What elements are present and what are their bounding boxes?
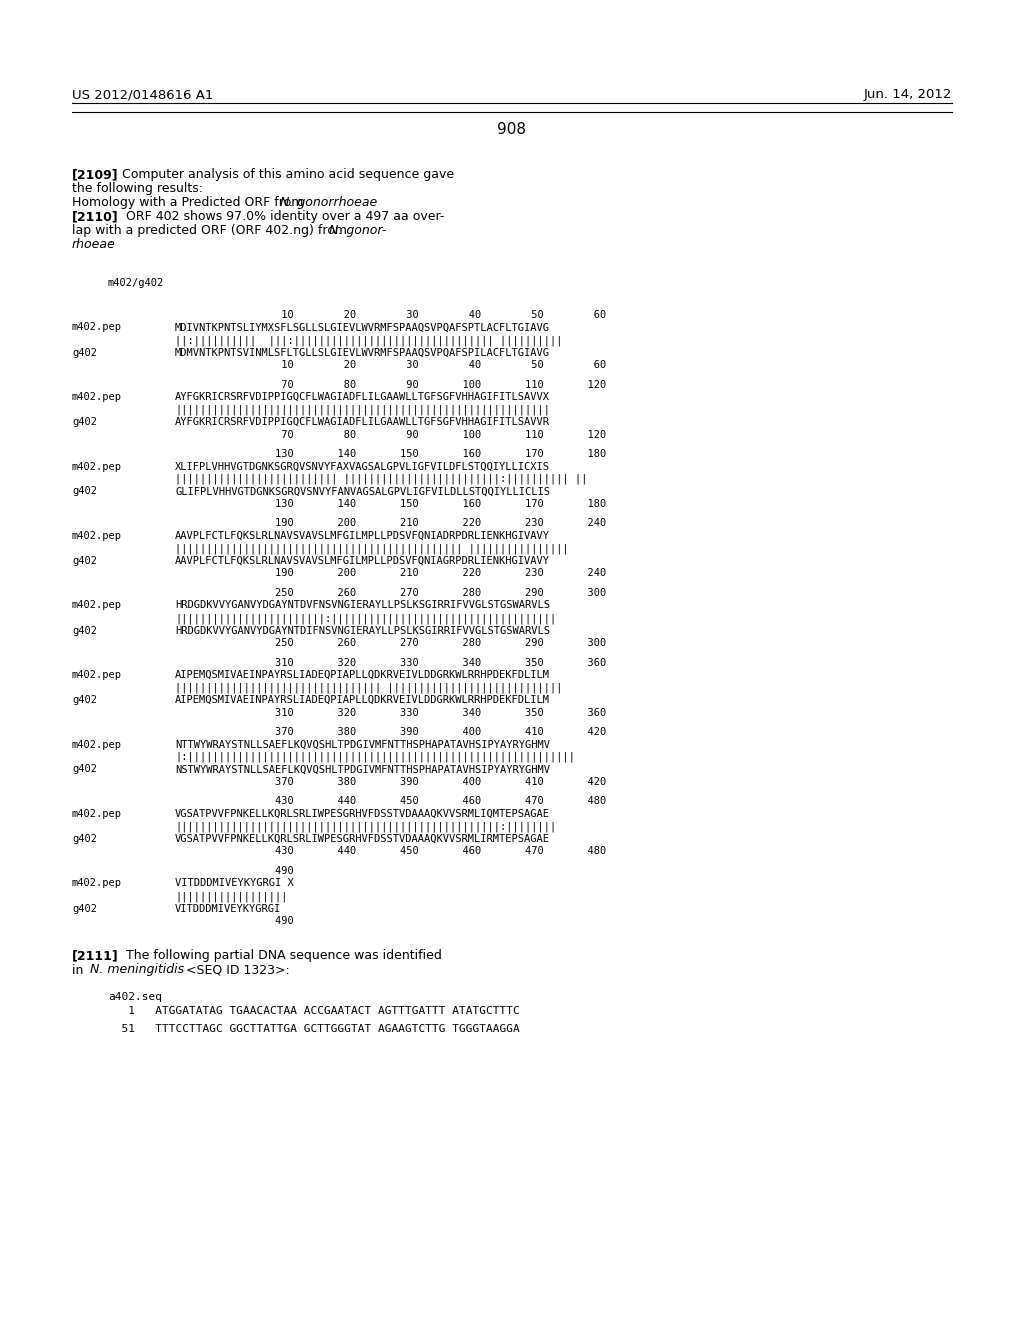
- Text: |||||||||||||||||||||||||| |||||||||||||||||||||||||:|||||||||| ||: |||||||||||||||||||||||||| |||||||||||||…: [175, 474, 588, 484]
- Text: ORF 402 shows 97.0% identity over a 497 aa over-: ORF 402 shows 97.0% identity over a 497 …: [114, 210, 444, 223]
- Text: XLIFPLVHHVGTDGNKSGRQVSNVYFAXVAGSALGPVLIGFVILDFLSTQQIYLLICXIS: XLIFPLVHHVGTDGNKSGRQVSNVYFAXVAGSALGPVLIG…: [175, 462, 550, 471]
- Text: NTTWYWRAYSTNLLSAEFLKQVQSHLTPDGIVMFNTTHSPHAPATAVHSIPYAYRYGHMV: NTTWYWRAYSTNLLSAEFLKQVQSHLTPDGIVMFNTTHSP…: [175, 739, 550, 750]
- Text: 370       380       390       400       410       420: 370 380 390 400 410 420: [225, 777, 606, 787]
- Text: g402: g402: [72, 626, 97, 635]
- Text: 1   ATGGATATAG TGAACACTAA ACCGAATACT AGTTTGATTT ATATGCTTTC: 1 ATGGATATAG TGAACACTAA ACCGAATACT AGTTT…: [108, 1006, 520, 1015]
- Text: ||||||||||||||||||||||||:||||||||||||||||||||||||||||||||||||: ||||||||||||||||||||||||:|||||||||||||||…: [175, 612, 556, 623]
- Text: Jun. 14, 2012: Jun. 14, 2012: [863, 88, 952, 102]
- Text: g402: g402: [72, 696, 97, 705]
- Text: MDIVNTKPNTSLIYMXSFLSGLLSLGIEVLWVRMFSPAAQSVPQAFSPTLACFLTGIAVG: MDIVNTKPNTSLIYMXSFLSGLLSLGIEVLWVRMFSPAAQ…: [175, 322, 550, 333]
- Text: 250       260       270       280       290       300: 250 260 270 280 290 300: [225, 638, 606, 648]
- Text: Homology with a Predicted ORF from: Homology with a Predicted ORF from: [72, 195, 307, 209]
- Text: AYFGKRICRSRFVDIPPIGQCFLWAGIADFLILGAAWLLTGFSGFVHHAGIFITLSAVVR: AYFGKRICRSRFVDIPPIGQCFLWAGIADFLILGAAWLLT…: [175, 417, 550, 426]
- Text: g402: g402: [72, 834, 97, 843]
- Text: [2110]: [2110]: [72, 210, 119, 223]
- Text: 51   TTTCCTTAGC GGCTTATTGA GCTTGGGTAT AGAAGTCTTG TGGGTAAGGA: 51 TTTCCTTAGC GGCTTATTGA GCTTGGGTAT AGAA…: [108, 1023, 520, 1034]
- Text: |||||||||||||||||||||||||||||||||||||||||||||| ||||||||||||||||: ||||||||||||||||||||||||||||||||||||||||…: [175, 544, 568, 554]
- Text: <SEQ ID 1323>:: <SEQ ID 1323>:: [182, 964, 290, 977]
- Text: AIPEMQSMIVAEINPAYRSLIADEQPIAPLLQDKRVEIVLDDGRKWLRRHPDEKFDLILM: AIPEMQSMIVAEINPAYRSLIADEQPIAPLLQDKRVEIVL…: [175, 671, 550, 680]
- Text: 190       200       210       220       230       240: 190 200 210 220 230 240: [225, 519, 606, 528]
- Text: ||||||||||||||||||||||||||||||||||||||||||||||||||||:||||||||: ||||||||||||||||||||||||||||||||||||||||…: [175, 821, 556, 832]
- Text: ||:||||||||||  |||:|||||||||||||||||||||||||||||||| ||||||||||: ||:|||||||||| |||:||||||||||||||||||||||…: [175, 335, 562, 346]
- Text: 490: 490: [225, 916, 294, 927]
- Text: 70        80        90       100       110       120: 70 80 90 100 110 120: [225, 380, 606, 389]
- Text: HRDGDKVVYGANVYDGAYNTDIFNSVNGIERAYLLPSLKSGIRRIFVVGLSTGSWARVLS: HRDGDKVVYGANVYDGAYNTDIFNSVNGIERAYLLPSLKS…: [175, 626, 550, 635]
- Text: US 2012/0148616 A1: US 2012/0148616 A1: [72, 88, 213, 102]
- Text: 370       380       390       400       410       420: 370 380 390 400 410 420: [225, 727, 606, 737]
- Text: m402.pep: m402.pep: [72, 601, 122, 610]
- Text: HRDGDKVVYGANVYDGAYNTDVFNSVNGIERAYLLPSLKSGIRRIFVVGLSTGSWARVLS: HRDGDKVVYGANVYDGAYNTDVFNSVNGIERAYLLPSLKS…: [175, 601, 550, 610]
- Text: VITDDDMIVEYKYGRGI: VITDDDMIVEYKYGRGI: [175, 903, 282, 913]
- Text: 130       140       150       160       170       180: 130 140 150 160 170 180: [225, 449, 606, 459]
- Text: ||||||||||||||||||: ||||||||||||||||||: [175, 891, 288, 902]
- Text: NSTWYWRAYSTNLLSAEFLKQVQSHLTPDGIVMFNTTHSPHAPATAVHSIPYAYRYGHMV: NSTWYWRAYSTNLLSAEFLKQVQSHLTPDGIVMFNTTHSP…: [175, 764, 550, 775]
- Text: Computer analysis of this amino acid sequence gave: Computer analysis of this amino acid seq…: [114, 168, 454, 181]
- Text: AAVPLFCTLFQKSLRLNAVSVAVSLMFGILMPLLPDSVFQNIAGRPDRLIENKHGIVAVY: AAVPLFCTLFQKSLRLNAVSVAVSLMFGILMPLLPDSVFQ…: [175, 556, 550, 566]
- Text: AAVPLFCTLFQKSLRLNAVSVAVSLMFGILMPLLPDSVFQNIADRPDRLIENKHGIVAVY: AAVPLFCTLFQKSLRLNAVSVAVSLMFGILMPLLPDSVFQ…: [175, 531, 550, 541]
- Text: m402.pep: m402.pep: [72, 809, 122, 818]
- Text: N. meningitidis: N. meningitidis: [90, 964, 184, 977]
- Text: VGSATPVVFPNKELLKQRLSRLIWPESGRHVFDSSTVDAAAQKVVSRMLIRMTEPSAGAE: VGSATPVVFPNKELLKQRLSRLIWPESGRHVFDSSTVDAA…: [175, 834, 550, 843]
- Text: m402.pep: m402.pep: [72, 879, 122, 888]
- Text: VGSATPVVFPNKELLKQRLSRLIWPESGRHVFDSSTVDAAAQKVVSRMLIQMTEPSAGAE: VGSATPVVFPNKELLKQRLSRLIWPESGRHVFDSSTVDAA…: [175, 809, 550, 818]
- Text: m402.pep: m402.pep: [72, 671, 122, 680]
- Text: m402/g402: m402/g402: [108, 279, 164, 288]
- Text: AIPEMQSMIVAEINPAYRSLIADEQPIAPLLQDKRVEIVLDDGRKWLRRHPDEKFDLILM: AIPEMQSMIVAEINPAYRSLIADEQPIAPLLQDKRVEIVL…: [175, 696, 550, 705]
- Text: g402: g402: [72, 487, 97, 496]
- Text: [2109]: [2109]: [72, 168, 119, 181]
- Text: |:||||||||||||||||||||||||||||||||||||||||||||||||||||||||||||||: |:||||||||||||||||||||||||||||||||||||||…: [175, 752, 575, 763]
- Text: the following results:: the following results:: [72, 182, 203, 195]
- Text: 310       320       330       340       350       360: 310 320 330 340 350 360: [225, 708, 606, 718]
- Text: m402.pep: m402.pep: [72, 392, 122, 403]
- Text: The following partial DNA sequence was identified: The following partial DNA sequence was i…: [114, 949, 442, 962]
- Text: 190       200       210       220       230       240: 190 200 210 220 230 240: [225, 569, 606, 578]
- Text: g402: g402: [72, 556, 97, 566]
- Text: 10        20        30        40        50        60: 10 20 30 40 50 60: [225, 310, 606, 319]
- Text: 430       440       450       460       470       480: 430 440 450 460 470 480: [225, 796, 606, 807]
- Text: 250       260       270       280       290       300: 250 260 270 280 290 300: [225, 587, 606, 598]
- Text: m402.pep: m402.pep: [72, 531, 122, 541]
- Text: ||||||||||||||||||||||||||||||||||||||||||||||||||||||||||||: ||||||||||||||||||||||||||||||||||||||||…: [175, 404, 550, 414]
- Text: g402: g402: [72, 903, 97, 913]
- Text: rhoeae: rhoeae: [72, 238, 116, 251]
- Text: N. gonor-: N. gonor-: [329, 224, 386, 238]
- Text: in: in: [72, 964, 87, 977]
- Text: MDMVNTKPNTSVINMLSFLTGLLSLGIEVLWVRMFSPAAQSVPQAFSPILACFLTGIAVG: MDMVNTKPNTSVINMLSFLTGLLSLGIEVLWVRMFSPAAQ…: [175, 347, 550, 358]
- Text: AYFGKRICRSRFVDIPPIGQCFLWAGIADFLILGAAWLLTGFSGFVHHAGIFITLSAVVX: AYFGKRICRSRFVDIPPIGQCFLWAGIADFLILGAAWLLT…: [175, 392, 550, 403]
- Text: [2111]: [2111]: [72, 949, 119, 962]
- Text: 490: 490: [225, 866, 294, 876]
- Text: lap with a predicted ORF (ORF 402.ng) from: lap with a predicted ORF (ORF 402.ng) fr…: [72, 224, 351, 238]
- Text: m402.pep: m402.pep: [72, 739, 122, 750]
- Text: :: :: [109, 238, 114, 251]
- Text: g402: g402: [72, 347, 97, 358]
- Text: m402.pep: m402.pep: [72, 322, 122, 333]
- Text: a402.seq: a402.seq: [108, 991, 162, 1002]
- Text: 130       140       150       160       170       180: 130 140 150 160 170 180: [225, 499, 606, 510]
- Text: 908: 908: [498, 121, 526, 137]
- Text: m402.pep: m402.pep: [72, 462, 122, 471]
- Text: N. gonorrhoeae: N. gonorrhoeae: [280, 195, 377, 209]
- Text: 430       440       450       460       470       480: 430 440 450 460 470 480: [225, 846, 606, 857]
- Text: 310       320       330       340       350       360: 310 320 330 340 350 360: [225, 657, 606, 668]
- Text: 10        20        30        40        50        60: 10 20 30 40 50 60: [225, 360, 606, 370]
- Text: ||||||||||||||||||||||||||||||||| ||||||||||||||||||||||||||||: ||||||||||||||||||||||||||||||||| ||||||…: [175, 682, 562, 693]
- Text: VITDDDMIVEYKYGRGI X: VITDDDMIVEYKYGRGI X: [175, 879, 294, 888]
- Text: GLIFPLVHHVGTDGNKSGRQVSNVYFANVAGSALGPVLIGFVILDLLSTQQIYLLICLIS: GLIFPLVHHVGTDGNKSGRQVSNVYFANVAGSALGPVLIG…: [175, 487, 550, 496]
- Text: g402: g402: [72, 417, 97, 426]
- Text: 70        80        90       100       110       120: 70 80 90 100 110 120: [225, 429, 606, 440]
- Text: g402: g402: [72, 764, 97, 775]
